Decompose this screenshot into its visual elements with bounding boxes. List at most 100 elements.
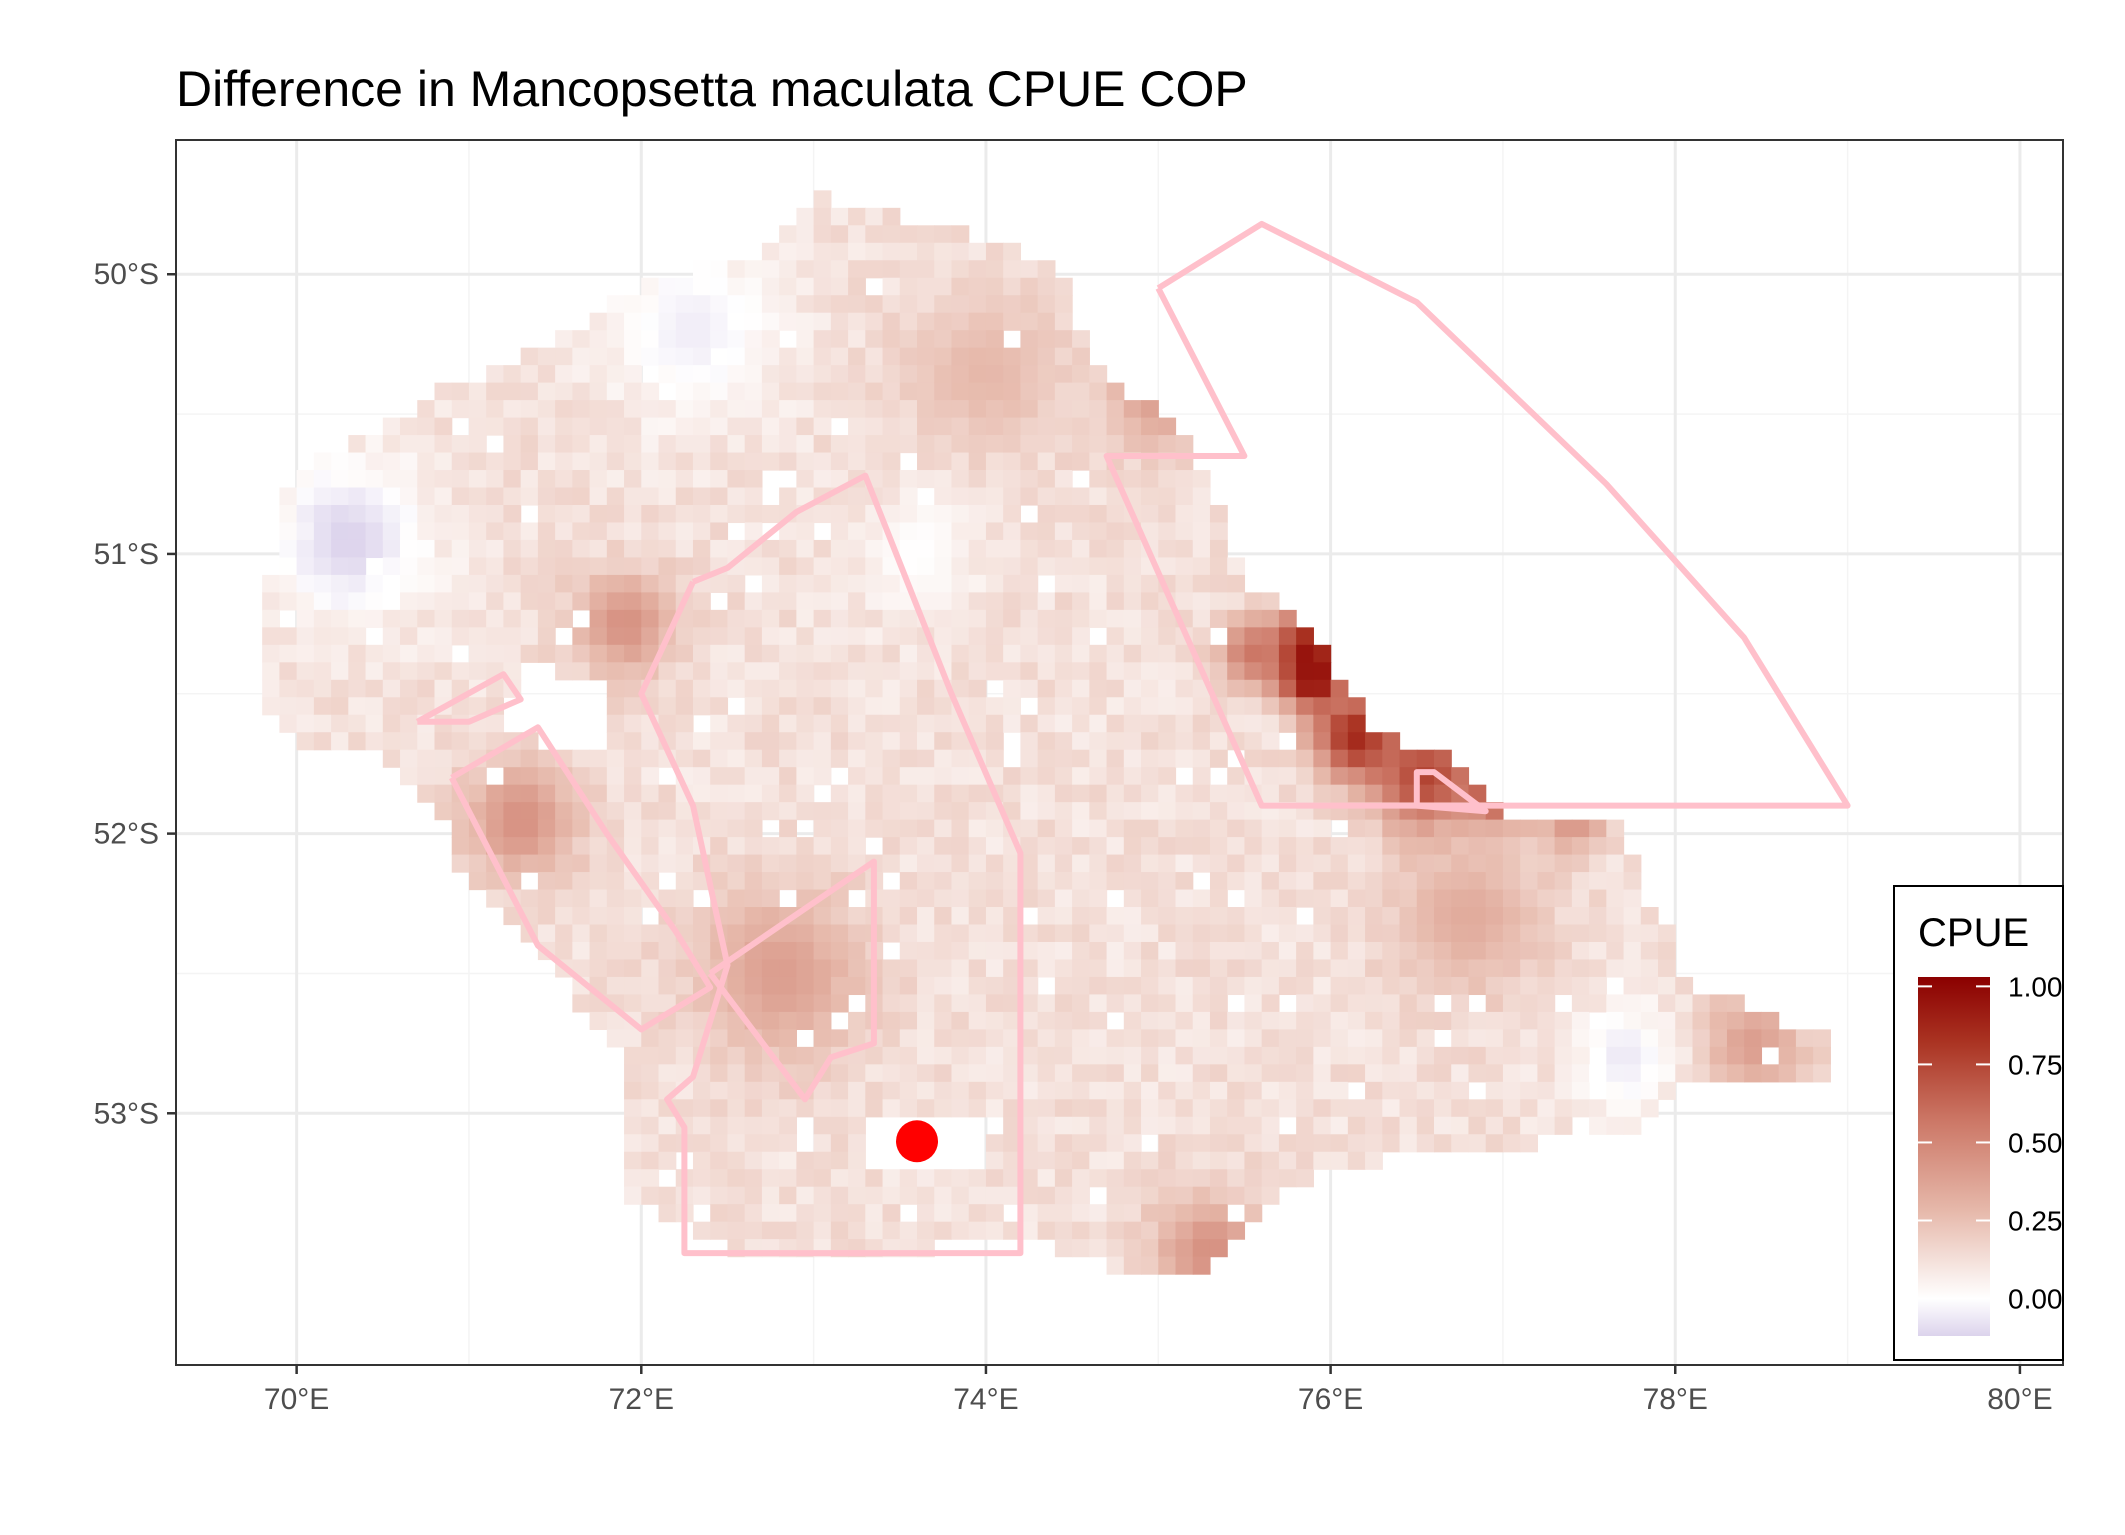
cpue-cell	[1054, 312, 1073, 331]
cpue-cell	[1330, 1134, 1349, 1153]
cpue-cell	[1158, 487, 1177, 506]
cpue-cell	[296, 539, 315, 559]
cpue-cell	[899, 504, 918, 524]
cpue-cell	[606, 522, 625, 541]
cpue-cell	[1606, 907, 1625, 926]
cpue-cell	[779, 1011, 797, 1030]
cpue-cell	[331, 592, 349, 611]
cpue-cell	[1175, 1221, 1194, 1240]
cpue-cell	[1330, 872, 1349, 891]
cpue-cell	[675, 1099, 694, 1118]
cpue-cell	[865, 767, 884, 786]
cpue-cell	[1037, 714, 1056, 733]
cpue-cell	[968, 941, 987, 961]
cpue-cell	[296, 609, 315, 628]
cpue-cell	[1692, 994, 1711, 1013]
cpue-cell	[1468, 907, 1487, 926]
cpue-cell	[572, 347, 591, 366]
cpue-cell	[848, 504, 866, 524]
cpue-cell	[1037, 837, 1056, 856]
cpue-cell	[1209, 854, 1228, 873]
cpue-cell	[1209, 539, 1228, 559]
cpue-cell	[641, 1151, 660, 1170]
cpue-cell	[1434, 907, 1452, 926]
cpue-cell	[1451, 1116, 1470, 1135]
cpue-cell	[1106, 941, 1125, 961]
cpue-cell	[985, 365, 1004, 384]
cpue-cell	[917, 854, 935, 873]
cpue-cell	[1658, 1046, 1676, 1065]
cpue-cell	[1175, 435, 1194, 454]
cpue-cell	[1726, 1011, 1745, 1030]
cpue-cell	[417, 487, 436, 506]
cpue-cell	[1020, 784, 1039, 803]
cpue-cell	[365, 732, 384, 751]
cpue-cell	[934, 347, 953, 366]
cpue-cell	[779, 487, 797, 506]
cpue-cell	[779, 347, 797, 366]
cpue-cell	[968, 889, 987, 908]
cpue-cell	[1037, 522, 1056, 541]
cpue-cell	[641, 837, 660, 856]
cpue-cell	[606, 365, 625, 384]
cpue-cell	[1589, 837, 1607, 856]
cpue-cell	[1003, 1134, 1022, 1153]
cpue-cell	[692, 347, 711, 366]
cpue-cell	[624, 837, 642, 856]
cpue-cell	[813, 1134, 832, 1153]
cpue-cell	[641, 400, 660, 419]
cpue-cell	[1175, 749, 1194, 768]
cpue-cell	[1382, 924, 1401, 943]
cpue-cell	[624, 539, 642, 559]
cpue-cell	[882, 732, 901, 751]
cpue-cell	[1020, 487, 1039, 506]
cpue-cell	[865, 435, 884, 454]
cpue-cell	[710, 679, 729, 698]
cpue-cell	[589, 365, 608, 384]
cpue-cell	[1261, 749, 1280, 768]
cpue-cell	[934, 225, 953, 244]
cpue-cell	[1261, 1116, 1280, 1135]
cpue-cell	[934, 767, 953, 786]
cpue-cell	[1382, 907, 1401, 926]
cpue-cell	[520, 347, 539, 366]
cpue-cell	[1296, 714, 1314, 733]
cpue-cell	[1244, 994, 1263, 1013]
cpue-cell	[1209, 889, 1228, 908]
cpue-cell	[1158, 749, 1177, 768]
cpue-cell	[1020, 592, 1039, 611]
cpue-cell	[417, 522, 436, 541]
cpue-cell	[934, 872, 953, 891]
cpue-cell	[1072, 819, 1090, 838]
cpue-cell	[296, 697, 315, 716]
cpue-cell	[296, 714, 315, 733]
cpue-cell	[279, 662, 298, 681]
cpue-cell	[882, 1029, 901, 1048]
cpue-cell	[503, 504, 522, 524]
cpue-cell	[796, 749, 815, 768]
cpue-cell	[520, 574, 539, 593]
cpue-cell	[796, 277, 815, 296]
cpue-cell	[1123, 854, 1142, 873]
cpue-cell	[675, 627, 694, 646]
cpue-cell	[727, 959, 746, 978]
cpue-cell	[1399, 767, 1418, 786]
cpue-cell	[1244, 854, 1263, 873]
cpue-cell	[761, 452, 780, 471]
cpue-cell	[1037, 347, 1056, 366]
cpue-cell	[1020, 644, 1039, 663]
cpue-cell	[1003, 1046, 1022, 1065]
cpue-cell	[848, 1134, 866, 1153]
cpue-cell	[434, 522, 453, 541]
cpue-cell	[1158, 435, 1177, 454]
cpue-cell	[1399, 1099, 1418, 1118]
cpue-cell	[951, 854, 970, 873]
cpue-cell	[951, 225, 970, 244]
cpue-cell	[675, 382, 694, 401]
cpue-cell	[899, 976, 918, 996]
cpue-cell	[589, 644, 608, 663]
cpue-cell	[1003, 487, 1022, 506]
cpue-cell	[899, 959, 918, 978]
cpue-cell	[1089, 400, 1108, 419]
cpue-cell	[1382, 872, 1401, 891]
